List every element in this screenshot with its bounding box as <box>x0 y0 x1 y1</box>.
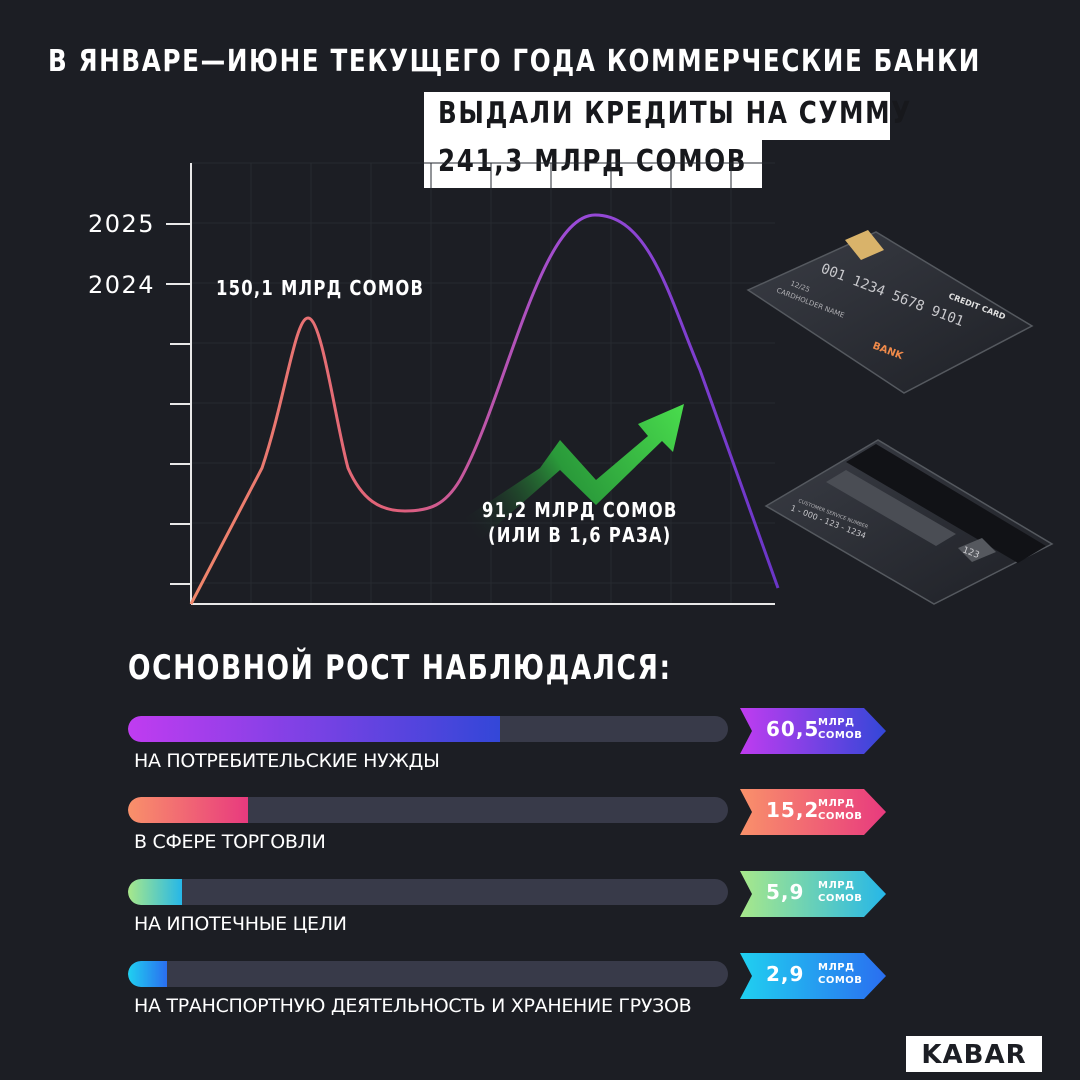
bar-track <box>128 716 728 742</box>
credit-card-back-icon: CUSTOMER SERVICE NUMBER 1 - 000 - 123 - … <box>764 439 1054 605</box>
growth-arrow-icon <box>462 404 684 540</box>
growth-annotation-2: (ИЛИ В 1,6 РАЗА) <box>488 523 672 547</box>
bar-track <box>128 879 728 905</box>
trend-curve <box>189 213 780 605</box>
value-badge: 5,9 МЛРД СОМОВ <box>740 871 886 917</box>
badge-unit: МЛРД СОМОВ <box>818 798 863 822</box>
badge-unit: МЛРД СОМОВ <box>818 880 863 904</box>
bar-label: НА ПОТРЕБИТЕЛЬСКИЕ НУЖДЫ <box>134 750 440 772</box>
year-label-2024: 2024 <box>88 271 156 299</box>
badge-unit: МЛРД СОМОВ <box>818 717 863 741</box>
year-label-2025: 2025 <box>88 210 156 238</box>
value-badge: 15,2 МЛРД СОМОВ <box>740 789 886 835</box>
growth-chart: 001 1234 5678 9101 12/25 CARDHOLDER NAME… <box>166 162 1054 605</box>
bar-fill <box>128 879 182 905</box>
bar-track <box>128 797 728 823</box>
badge-value: 15,2 <box>766 798 820 822</box>
bar-label: В СФЕРЕ ТОРГОВЛИ <box>134 831 326 853</box>
chart-grid <box>190 162 775 604</box>
bar-label: НА ИПОТЕЧНЫЕ ЦЕЛИ <box>134 913 347 935</box>
headline-line-1: В ЯНВАРЕ—ИЮНЕ ТЕКУЩЕГО ГОДА КОММЕРЧЕСКИЕ… <box>48 44 981 79</box>
badge-unit: МЛРД СОМОВ <box>818 962 863 986</box>
peak-annotation: 150,1 МЛРД СОМОВ <box>216 276 425 300</box>
badge-value: 5,9 <box>766 880 805 904</box>
badge-value: 2,9 <box>766 962 805 986</box>
headline-highlight: ВЫДАЛИ КРЕДИТЫ НА СУММУ 241,3 МЛРД СОМОВ <box>424 92 910 188</box>
value-badge: 2,9 МЛРД СОМОВ <box>740 953 886 999</box>
badge-value: 60,5 <box>766 717 820 741</box>
value-badge: 60,5 МЛРД СОМОВ <box>740 708 886 754</box>
headline-line-3: 241,3 МЛРД СОМОВ <box>424 140 762 188</box>
bar-fill <box>128 961 167 987</box>
bar-label: НА ТРАНСПОРТНУЮ ДЕЯТЕЛЬНОСТЬ И ХРАНЕНИЕ … <box>134 995 692 1017</box>
kabar-logo: KABAR <box>906 1036 1042 1072</box>
section-title: ОСНОВНОЙ РОСТ НАБЛЮДАЛСЯ: <box>128 648 672 688</box>
credit-card-front-icon: 001 1234 5678 9101 12/25 CARDHOLDER NAME… <box>746 230 1034 394</box>
bar-track <box>128 961 728 987</box>
y-axis-ticks <box>166 223 191 585</box>
headline-line-2: ВЫДАЛИ КРЕДИТЫ НА СУММУ <box>424 92 910 140</box>
growth-annotation-1: 91,2 МЛРД СОМОВ <box>482 498 678 522</box>
bar-fill <box>128 797 248 823</box>
bar-fill <box>128 716 500 742</box>
